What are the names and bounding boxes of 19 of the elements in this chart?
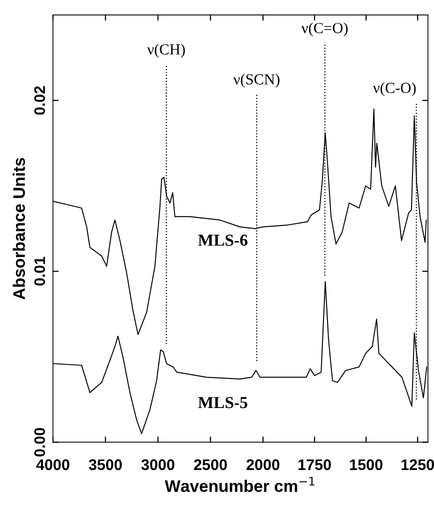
- x-tick-label: 1250: [402, 459, 434, 470]
- ref-line-label: ν(CH): [147, 44, 185, 58]
- x-tick-label: 2000: [246, 459, 280, 470]
- series-label: MLS-5: [198, 396, 248, 408]
- x-tick-label: 3000: [141, 459, 174, 470]
- x-tick-label: 1500: [350, 459, 382, 470]
- y-tick-label: 0.01: [34, 256, 46, 286]
- x-tick-label: 4000: [36, 459, 70, 470]
- ref-line-label: ν(C=O): [301, 22, 348, 36]
- y-tick-label: 0.00: [34, 428, 46, 456]
- x-tick-label: 2500: [194, 459, 227, 470]
- x-tick-label: 3500: [88, 459, 122, 470]
- y-axis-title: Absorbance Units: [12, 158, 25, 300]
- x-axis-title: Wavenumber cm$^{−1}$: [164, 476, 314, 492]
- ref-line-label: ν(C-O): [373, 82, 416, 96]
- y-tick-label: 0.02: [34, 86, 46, 115]
- series-label: MLS-6: [198, 234, 248, 246]
- ref-line-label: ν(SCN): [233, 74, 280, 88]
- x-tick-label: 1750: [298, 459, 331, 470]
